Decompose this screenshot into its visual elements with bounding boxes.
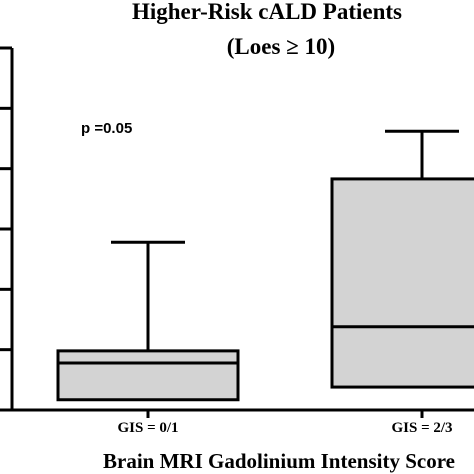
- iqr-box: [330, 177, 474, 389]
- x-tick-label: GIS = 2/3: [391, 420, 452, 436]
- p-value-annotation: p =0.05: [81, 120, 132, 137]
- x-tick-labels: GIS = 0/1 GIS = 2/3: [117, 420, 452, 436]
- boxes: [56, 129, 474, 402]
- axes: [0, 46, 474, 418]
- x-axis-label: Brain MRI Gadolinium Intensity Score: [103, 449, 455, 473]
- x-tick-label: GIS = 0/1: [117, 420, 178, 436]
- box-group-1: [56, 240, 240, 402]
- box-group-2: [330, 129, 474, 389]
- chart-title-line-1: Higher-Risk cALD Patients: [132, 0, 402, 24]
- iqr-box: [56, 349, 240, 402]
- chart-title-line-2: (Loes ≥ 10): [227, 34, 335, 59]
